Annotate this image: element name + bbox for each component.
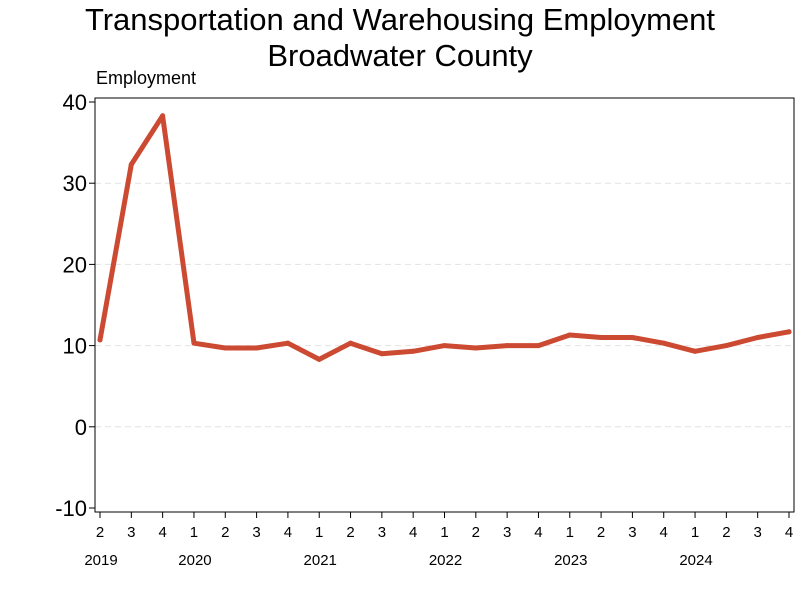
x-tick-label: 1 [566,524,574,541]
x-year-label: 2023 [554,552,587,569]
x-tick-label: 2 [597,524,605,541]
data-point [504,343,510,349]
data-point [723,343,729,349]
data-point [755,334,761,340]
y-tick-label: 40 [63,90,87,115]
data-point [442,343,447,349]
x-tick-label: 3 [503,524,511,541]
x-tick-label: 3 [754,524,762,541]
y-tick-label: 30 [63,171,87,196]
x-year-label: 2021 [304,552,337,569]
data-point [567,332,573,338]
y-tick-label: 20 [63,252,87,277]
data-point [692,348,698,354]
x-year-label: 2020 [178,552,211,569]
x-tick-label: 2 [472,524,480,541]
x-year-label: 2024 [679,552,712,569]
data-point [97,337,103,343]
data-point [285,340,291,346]
x-year-label: 2022 [429,552,462,569]
data-point [379,351,385,357]
x-tick-label: 4 [158,524,166,541]
data-point [222,345,228,351]
y-axis-label: Employment [96,68,197,88]
x-tick-label: 4 [284,524,292,541]
y-tick-label: 0 [75,415,87,440]
y-tick-label: -10 [55,496,87,521]
x-tick-label: 1 [440,524,448,541]
data-point [629,334,635,340]
x-tick-label: 1 [315,524,323,541]
x-tick-label: 3 [252,524,260,541]
x-tick-label: 2 [221,524,229,541]
x-tick-label: 4 [660,524,668,541]
data-point [254,345,260,351]
x-tick-label: 3 [628,524,636,541]
data-point [128,162,134,168]
x-tick-label: 2 [96,524,104,541]
x-tick-label: 3 [378,524,386,541]
series-line [97,113,792,362]
x-tick-label: 3 [127,524,135,541]
data-point [598,334,604,340]
data-point [410,348,416,354]
x-tick-label: 4 [785,524,793,541]
chart-subtitle: Broadwater County [267,38,533,73]
x-tick-label: 1 [190,524,198,541]
data-point [473,345,479,351]
x-year-label: 2019 [84,552,117,569]
chart-title: Transportation and Warehousing Employmen… [84,2,716,37]
x-tick-label: 1 [691,524,699,541]
data-point [191,340,197,346]
data-point [661,340,667,346]
x-tick-label: 2 [346,524,354,541]
x-tick-label: 2 [722,524,730,541]
data-point [348,340,354,346]
data-point [160,113,166,119]
x-tick-label: 4 [409,524,417,541]
x-tick-label: 4 [534,524,542,541]
plot-frame [94,97,795,513]
y-tick-label: 10 [63,334,87,359]
data-point [535,343,541,349]
data-point [786,329,792,335]
data-point [316,356,322,362]
